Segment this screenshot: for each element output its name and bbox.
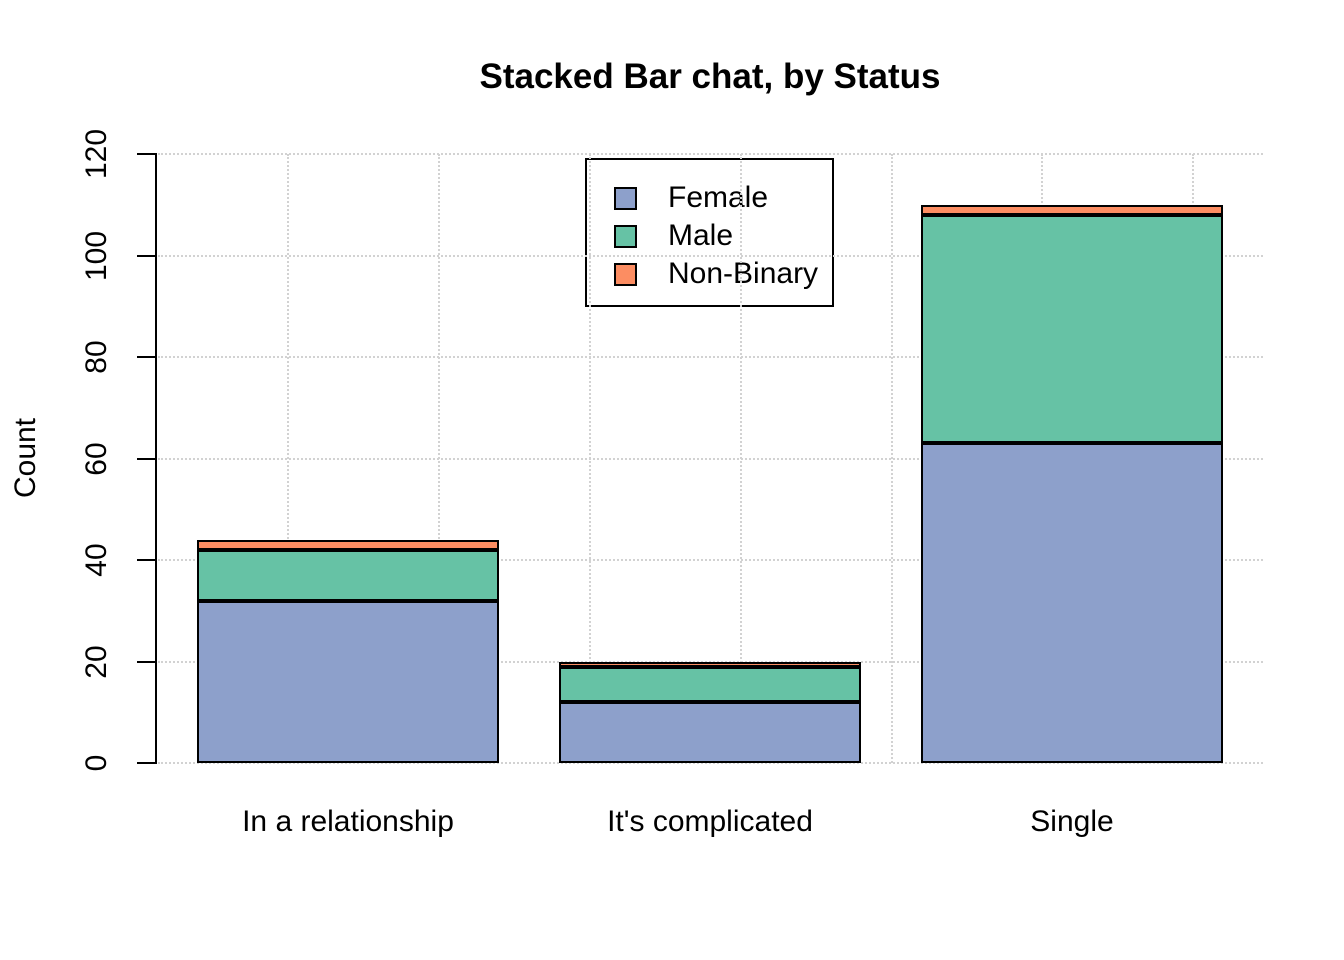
gridline-vertical [287,154,289,763]
x-category-label: It's complicated [607,805,813,838]
x-category-label: In a relationship [242,805,454,838]
bar-segment-male [559,666,861,703]
y-tick-label: 40 [80,543,113,577]
y-axis-line [155,153,157,764]
gridline-vertical [589,154,591,763]
legend-swatch-icon [614,224,637,248]
bar-segment-non-binary [197,539,499,550]
y-tick-label: 0 [80,754,113,772]
y-tick-label: 20 [80,644,113,679]
legend-swatch-icon [614,262,637,286]
bar-segment-female [197,600,499,763]
legend-item-female: Female [614,179,832,217]
y-tick-mark [137,254,156,257]
y-tick-label: 60 [80,441,113,476]
y-tick-label: 120 [80,128,113,180]
y-tick-mark [137,762,156,764]
gridline-horizontal [158,559,1263,561]
y-tick-label: 100 [80,230,113,281]
x-category-label: Single [1030,805,1114,838]
y-tick-mark [137,356,156,358]
y-tick-mark [137,457,156,460]
bar-segment-male [197,549,499,601]
y-tick-mark [137,153,156,155]
bar-segment-female [921,443,1223,763]
y-tick-mark [137,559,156,561]
gridline-vertical [891,154,893,763]
legend-item-male: Male [614,217,832,255]
gridline-horizontal [158,457,1263,460]
bar-segment-female [559,702,861,763]
legend-label: Female [668,181,769,214]
gridline-horizontal [158,762,1263,764]
gridline-vertical [740,154,742,763]
gridline-vertical [438,154,440,763]
y-tick-label: 80 [80,340,113,374]
legend-label: Male [668,219,734,252]
y-axis-title: Count [9,417,42,499]
bar-segment-male [921,214,1223,444]
gridline-horizontal [158,254,1263,257]
gridline-horizontal [158,153,1263,155]
gridline-horizontal [158,356,1263,358]
bar-segment-non-binary [559,661,861,667]
legend-label: Non-Binary [668,257,819,290]
chart-title: Stacked Bar chat, by Status [479,57,941,96]
legend-swatch-icon [614,186,637,210]
bar-segment-non-binary [921,204,1223,215]
legend-item-non-binary: Non-Binary [614,255,832,293]
y-tick-mark [137,660,156,663]
legend: Female Male Non-Binary [585,158,834,307]
